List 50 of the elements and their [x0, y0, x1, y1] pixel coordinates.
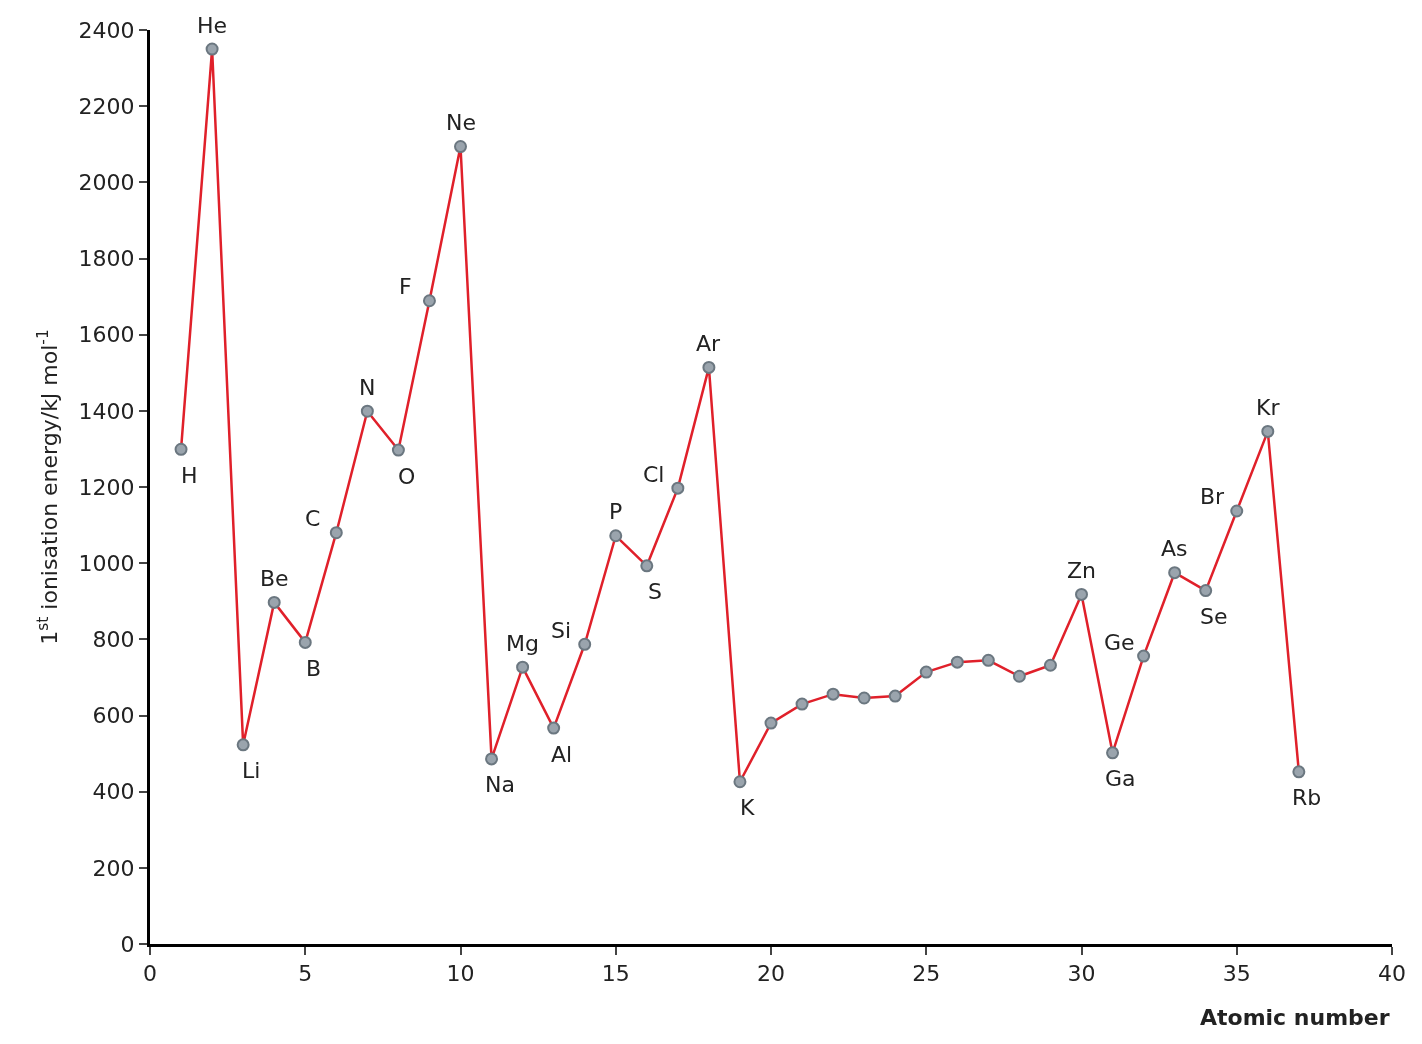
y-tick-label: 2000	[78, 170, 135, 196]
annotation: Ge	[1104, 630, 1135, 655]
annotation: N	[359, 375, 376, 400]
y-tick-label: 800	[92, 627, 135, 653]
x-tick-label: 30	[1067, 961, 1096, 987]
annotation: Ne	[446, 110, 476, 135]
y-tick-label: 1200	[78, 474, 135, 500]
annotation: Si	[551, 618, 572, 643]
annotation: H	[181, 463, 198, 488]
annotation: Li	[242, 758, 261, 783]
annotation: Rb	[1292, 785, 1322, 810]
annotation: B	[306, 656, 322, 681]
x-tick-label: 25	[912, 961, 941, 987]
annotation: Br	[1200, 484, 1226, 509]
x-tick-label: 5	[298, 961, 313, 987]
annotation: Mg	[506, 631, 539, 656]
x-tick-label: 35	[1222, 961, 1251, 987]
y-tick-label: 400	[92, 779, 135, 805]
annotation: He	[197, 13, 228, 38]
x-tick-label: 0	[143, 961, 157, 987]
y-tick-label: 0	[120, 931, 135, 957]
annotation: Se	[1200, 604, 1228, 629]
annotation: Kr	[1256, 395, 1281, 420]
y-tick-label: 2200	[78, 93, 135, 119]
x-axis-title: Atomic number	[1200, 1005, 1390, 1030]
annotation: Al	[551, 742, 573, 767]
annotation: O	[398, 464, 416, 489]
y-tick-label: 600	[92, 703, 135, 729]
annotation: Zn	[1067, 558, 1097, 583]
y-tick-label: 1800	[78, 246, 135, 272]
annotation: S	[648, 579, 662, 604]
annotation: Na	[485, 772, 515, 797]
x-tick-label: 20	[757, 961, 785, 987]
annotation: K	[740, 795, 755, 820]
x-tick-label: 15	[601, 961, 630, 987]
annotation: As	[1161, 536, 1188, 561]
annotation: Cl	[643, 462, 665, 487]
annotation: P	[609, 499, 623, 524]
annotation: Ga	[1105, 766, 1136, 791]
annotation: Be	[260, 566, 289, 591]
annotation: Ar	[696, 331, 722, 356]
annotation: C	[305, 506, 321, 531]
y-tick-label: 1400	[78, 398, 135, 424]
x-tick-label: 40	[1378, 961, 1406, 987]
annotation: F	[399, 274, 412, 299]
y-tick-label: 2400	[78, 17, 135, 43]
y-tick-label: 1600	[78, 322, 135, 348]
y-tick-label: 200	[92, 855, 135, 881]
y-tick-label: 1000	[78, 550, 135, 576]
x-tick-label: 10	[446, 961, 475, 987]
